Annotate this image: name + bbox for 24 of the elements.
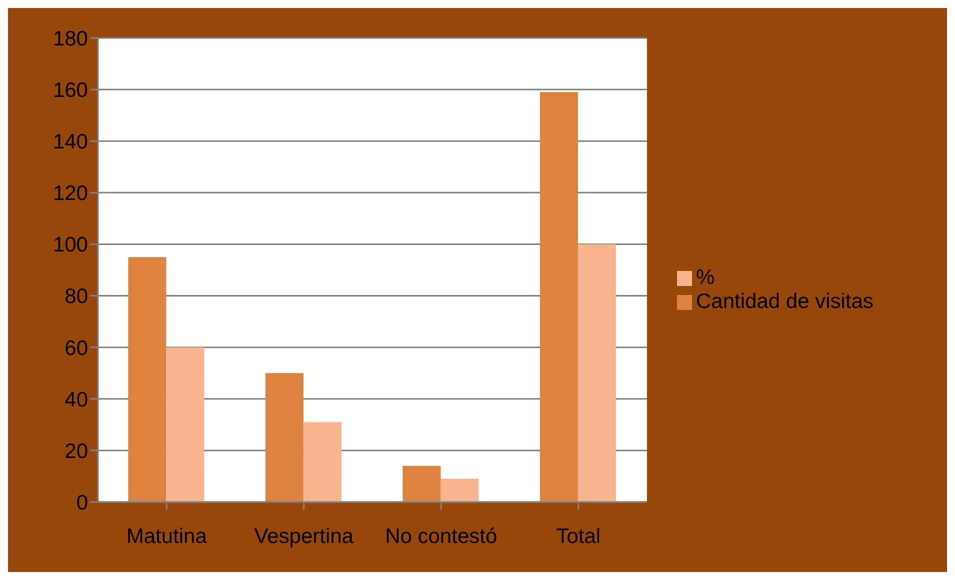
x-tick-label: Vespertina — [254, 524, 354, 548]
legend-label: % — [696, 266, 715, 289]
bar — [402, 466, 441, 502]
y-tick-label: 20 — [64, 440, 88, 463]
y-tick-label: 100 — [52, 234, 88, 257]
y-tick-label: 80 — [64, 285, 88, 308]
y-tick-label: 0 — [76, 491, 88, 514]
y-tick-label: 40 — [64, 388, 88, 412]
bar — [540, 92, 578, 502]
y-tick-label: 60 — [64, 336, 88, 360]
x-tick-label: Total — [556, 524, 601, 548]
legend-label: Cantidad de visitas — [696, 290, 874, 313]
y-tick-label: 180 — [52, 27, 88, 50]
bar — [440, 478, 479, 502]
x-tick-label: Matutina — [126, 524, 208, 548]
bar — [166, 347, 204, 502]
y-tick-label: 140 — [52, 130, 88, 154]
y-tick-label: 120 — [52, 182, 88, 206]
bar — [578, 244, 616, 502]
bar — [128, 257, 166, 502]
y-tick-label: 160 — [52, 79, 88, 102]
x-tick-label: No contestó — [385, 524, 498, 548]
bar — [303, 422, 342, 502]
bar — [265, 373, 304, 502]
